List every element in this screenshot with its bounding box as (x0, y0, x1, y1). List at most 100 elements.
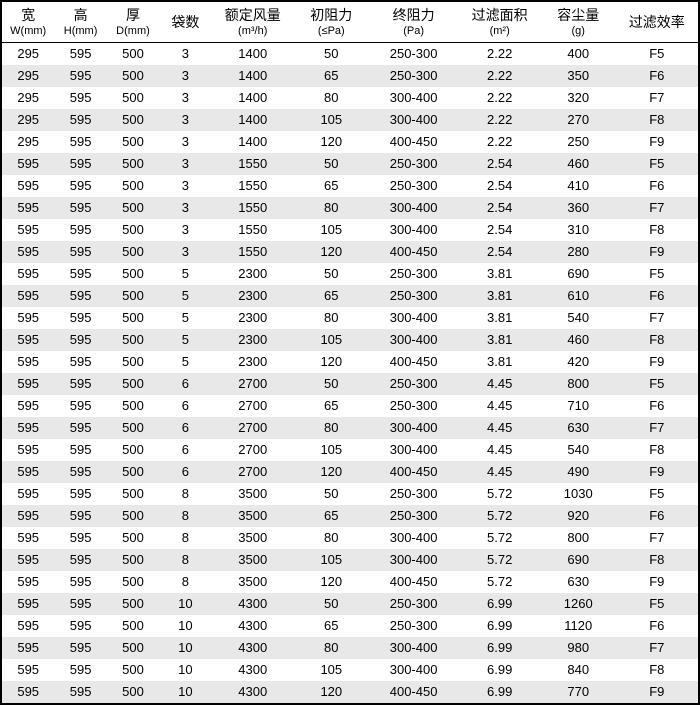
cell-14-2: 500 (107, 351, 159, 373)
cell-17-5: 80 (294, 417, 369, 439)
cell-0-0: 295 (2, 43, 54, 66)
cell-29-0: 595 (2, 681, 54, 703)
table-row: 59559550010430080300-4006.99980F7 (2, 637, 698, 659)
cell-0-8: 400 (541, 43, 616, 66)
cell-3-0: 295 (2, 109, 54, 131)
cell-18-5: 105 (294, 439, 369, 461)
header-cell-4: 额定风量(m³/h) (212, 2, 294, 43)
header-sub-2: D(mm) (109, 24, 157, 38)
cell-23-4: 3500 (212, 549, 294, 571)
cell-4-2: 500 (107, 131, 159, 153)
cell-19-1: 595 (54, 461, 106, 483)
cell-24-8: 630 (541, 571, 616, 593)
cell-26-9: F6 (616, 615, 698, 637)
cell-15-1: 595 (54, 373, 106, 395)
cell-16-6: 250-300 (369, 395, 459, 417)
cell-4-1: 595 (54, 131, 106, 153)
cell-13-4: 2300 (212, 329, 294, 351)
cell-28-8: 840 (541, 659, 616, 681)
cell-22-5: 80 (294, 527, 369, 549)
cell-0-6: 250-300 (369, 43, 459, 66)
cell-22-1: 595 (54, 527, 106, 549)
cell-24-5: 120 (294, 571, 369, 593)
cell-14-7: 3.81 (459, 351, 541, 373)
cell-23-0: 595 (2, 549, 54, 571)
table-row: 5955955005230065250-3003.81610F6 (2, 285, 698, 307)
table-row: 29559550031400120400-4502.22250F9 (2, 131, 698, 153)
cell-4-4: 1400 (212, 131, 294, 153)
cell-28-1: 595 (54, 659, 106, 681)
cell-8-3: 3 (159, 219, 211, 241)
cell-7-6: 300-400 (369, 197, 459, 219)
cell-2-2: 500 (107, 87, 159, 109)
cell-21-6: 250-300 (369, 505, 459, 527)
cell-3-4: 1400 (212, 109, 294, 131)
cell-12-6: 300-400 (369, 307, 459, 329)
header-row: 宽W(mm)高H(mm)厚D(mm)袋数额定风量(m³/h)初阻力(≤Pa)终阻… (2, 2, 698, 43)
cell-14-0: 595 (2, 351, 54, 373)
cell-0-9: F5 (616, 43, 698, 66)
cell-23-5: 105 (294, 549, 369, 571)
cell-27-9: F7 (616, 637, 698, 659)
cell-15-9: F5 (616, 373, 698, 395)
cell-10-4: 2300 (212, 263, 294, 285)
cell-23-8: 690 (541, 549, 616, 571)
cell-24-9: F9 (616, 571, 698, 593)
cell-12-8: 540 (541, 307, 616, 329)
filter-spec-table-container: 宽W(mm)高H(mm)厚D(mm)袋数额定风量(m³/h)初阻力(≤Pa)终阻… (0, 0, 700, 705)
cell-0-3: 3 (159, 43, 211, 66)
cell-28-5: 105 (294, 659, 369, 681)
cell-17-0: 595 (2, 417, 54, 439)
cell-8-6: 300-400 (369, 219, 459, 241)
table-row: 5955955005230080300-4003.81540F7 (2, 307, 698, 329)
cell-29-7: 6.99 (459, 681, 541, 703)
table-row: 2955955003140065250-3002.22350F6 (2, 65, 698, 87)
cell-16-5: 65 (294, 395, 369, 417)
cell-21-0: 595 (2, 505, 54, 527)
cell-16-2: 500 (107, 395, 159, 417)
cell-12-7: 3.81 (459, 307, 541, 329)
cell-8-7: 2.54 (459, 219, 541, 241)
cell-25-7: 6.99 (459, 593, 541, 615)
cell-11-6: 250-300 (369, 285, 459, 307)
cell-11-9: F6 (616, 285, 698, 307)
cell-19-5: 120 (294, 461, 369, 483)
cell-28-6: 300-400 (369, 659, 459, 681)
cell-14-5: 120 (294, 351, 369, 373)
cell-22-0: 595 (2, 527, 54, 549)
cell-21-7: 5.72 (459, 505, 541, 527)
cell-15-4: 2700 (212, 373, 294, 395)
cell-18-9: F8 (616, 439, 698, 461)
cell-10-7: 3.81 (459, 263, 541, 285)
table-row: 59559550062700120400-4504.45490F9 (2, 461, 698, 483)
cell-25-2: 500 (107, 593, 159, 615)
filter-spec-table: 宽W(mm)高H(mm)厚D(mm)袋数额定风量(m³/h)初阻力(≤Pa)终阻… (2, 2, 698, 703)
header-sub-5: (≤Pa) (296, 24, 367, 38)
cell-2-3: 3 (159, 87, 211, 109)
cell-19-4: 2700 (212, 461, 294, 483)
cell-3-2: 500 (107, 109, 159, 131)
cell-16-1: 595 (54, 395, 106, 417)
cell-5-2: 500 (107, 153, 159, 175)
header-main-4: 额定风量 (214, 6, 292, 24)
cell-15-2: 500 (107, 373, 159, 395)
cell-13-1: 595 (54, 329, 106, 351)
cell-12-9: F7 (616, 307, 698, 329)
header-cell-9: 过滤效率 (616, 2, 698, 43)
cell-22-8: 800 (541, 527, 616, 549)
cell-10-8: 690 (541, 263, 616, 285)
cell-7-0: 595 (2, 197, 54, 219)
cell-19-8: 490 (541, 461, 616, 483)
cell-11-7: 3.81 (459, 285, 541, 307)
table-row: 59559550052300105300-4003.81460F8 (2, 329, 698, 351)
cell-18-4: 2700 (212, 439, 294, 461)
cell-28-4: 4300 (212, 659, 294, 681)
cell-13-2: 500 (107, 329, 159, 351)
cell-9-5: 120 (294, 241, 369, 263)
cell-10-6: 250-300 (369, 263, 459, 285)
table-row: 5955955003155080300-4002.54360F7 (2, 197, 698, 219)
header-cell-0: 宽W(mm) (2, 2, 54, 43)
cell-0-2: 500 (107, 43, 159, 66)
header-sub-8: (g) (543, 24, 614, 38)
cell-1-9: F6 (616, 65, 698, 87)
